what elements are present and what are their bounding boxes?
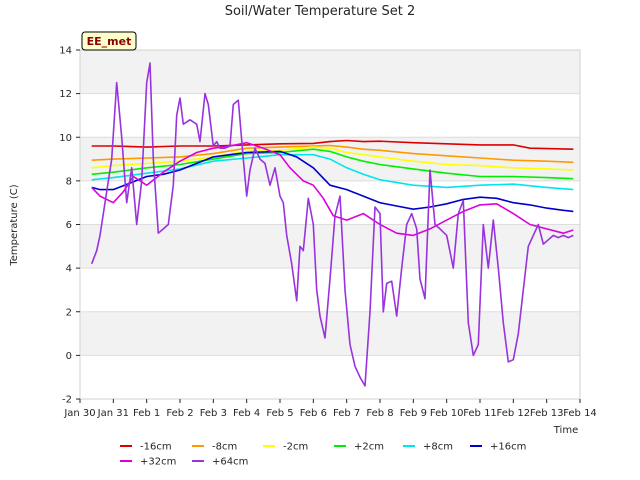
series-line-16cm <box>91 139 574 150</box>
x-axis-ticks: Jan 30 Jan 31 Feb 1 Feb 2 Feb 3 Feb 4 Feb 5 Feb… <box>63 399 597 419</box>
y-tick-label: 4 <box>66 264 72 275</box>
legend: -16cm -8cm -2cm +2cm +8cm +16cm +32cm +64cm <box>120 442 526 468</box>
legend-label: +2cm <box>354 442 384 453</box>
legend-label: -8cm <box>212 442 237 453</box>
x-tick-label: Jan 30 <box>63 408 95 419</box>
legend-label: +8cm <box>423 442 453 453</box>
y-tick-label: 2 <box>66 307 72 318</box>
y-axis-label: Temperature (C) <box>9 184 20 266</box>
x-tick-label: Feb 3 <box>200 408 227 419</box>
series-layer <box>90 62 574 387</box>
y-tick-label: 12 <box>59 89 72 100</box>
x-tick-label: Feb 1 <box>133 408 160 419</box>
badge-box <box>81 31 137 51</box>
background-band <box>80 93 580 138</box>
ee-met-badge: EE_met <box>81 31 137 51</box>
background-band <box>80 180 580 225</box>
x-axis-label: Time <box>553 425 578 436</box>
x-tick-label: Feb 4 <box>233 408 260 419</box>
x-tick-label: Feb 2 <box>166 408 193 419</box>
x-tick-label: Feb 8 <box>366 408 393 419</box>
legend-label: +32cm <box>140 457 176 468</box>
x-tick-label: Feb 6 <box>300 408 327 419</box>
y-tick-label: -2 <box>62 395 72 406</box>
y-tick-label: 6 <box>66 220 72 231</box>
y-tick-label: 10 <box>59 133 72 144</box>
x-tick-label: Feb 11 <box>463 408 497 419</box>
background-band <box>80 311 580 356</box>
badge-label: EE_met <box>87 35 132 48</box>
legend-label: +16cm <box>490 442 526 453</box>
x-tick-label: Feb 7 <box>333 408 360 419</box>
x-tick-label: Feb 14 <box>563 408 597 419</box>
legend-label: +64cm <box>212 457 248 468</box>
x-tick-label: Feb 13 <box>530 408 564 419</box>
x-tick-label: Feb 12 <box>497 408 531 419</box>
x-tick-label: Feb 5 <box>266 408 293 419</box>
y-tick-label: 0 <box>66 351 72 362</box>
background-band <box>80 224 580 269</box>
y-axis-ticks: -2 0 2 4 6 8 10 12 14 <box>59 46 80 406</box>
legend-label: -2cm <box>283 442 308 453</box>
legend-label: -16cm <box>140 442 172 453</box>
background-band <box>80 50 580 94</box>
x-tick-label: Feb 10 <box>430 408 464 419</box>
x-tick-label: Jan 31 <box>97 408 129 419</box>
x-tick-label: Feb 9 <box>400 408 427 419</box>
y-tick-label: 14 <box>59 46 72 57</box>
chart-title: Soil/Water Temperature Set 2 <box>225 4 416 19</box>
background-band <box>80 355 580 399</box>
y-tick-label: 8 <box>66 176 72 187</box>
series-line-64cm <box>90 62 574 387</box>
